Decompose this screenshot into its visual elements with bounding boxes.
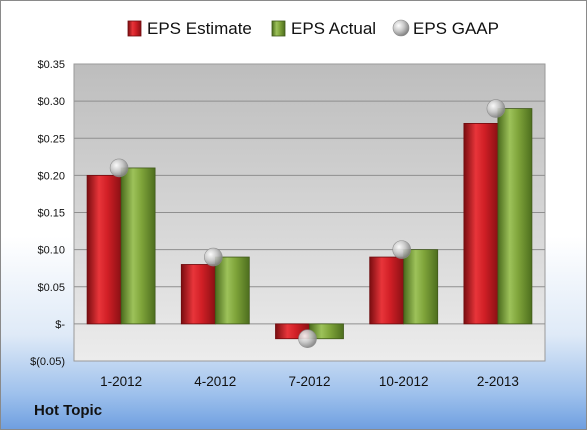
y-tick-label: $(0.05) bbox=[30, 356, 65, 368]
marker-eps-gaap bbox=[486, 99, 506, 118]
legend-swatch bbox=[271, 20, 286, 37]
y-tick-label: $0.30 bbox=[37, 96, 65, 108]
y-tick-label: $0.10 bbox=[37, 245, 65, 257]
bar-eps-estimate bbox=[369, 256, 405, 325]
y-tick-label: $0.25 bbox=[37, 133, 65, 145]
x-tick-label: 1-2012 bbox=[100, 374, 142, 389]
x-tick-label: 10-2012 bbox=[379, 374, 429, 389]
legend-label: EPS Estimate bbox=[147, 19, 252, 38]
y-tick-label: $0.35 bbox=[37, 59, 65, 71]
y-tick-label: $0.20 bbox=[37, 170, 65, 182]
legend-label: EPS GAAP bbox=[413, 19, 499, 38]
x-tick-label: 2-2013 bbox=[477, 374, 519, 389]
x-axis-ticks: 1-2012 4-2012 7-2012 10-2012 2-2013 bbox=[100, 374, 519, 389]
y-axis-ticks: $0.35 $0.30 $0.25 $0.20 $0.15 $0.10 $0.05 $- $(0… bbox=[30, 59, 65, 368]
bars bbox=[86, 108, 533, 340]
gaap-markers bbox=[109, 99, 506, 349]
legend-swatch bbox=[127, 20, 142, 37]
bar-eps-actual bbox=[403, 249, 439, 325]
bar-eps-actual bbox=[214, 256, 250, 325]
marker-eps-gaap bbox=[392, 240, 412, 259]
marker-eps-gaap bbox=[204, 247, 223, 267]
y-tick-label: $0.15 bbox=[37, 208, 65, 220]
legend-label: EPS Actual bbox=[291, 19, 376, 38]
bar-eps-actual bbox=[497, 108, 533, 325]
y-tick-label: $0.05 bbox=[37, 282, 65, 294]
marker-eps-gaap bbox=[298, 329, 317, 349]
legend-swatch bbox=[392, 19, 410, 37]
legend: EPS Estimate EPS Actual EPS GAAP bbox=[127, 19, 499, 38]
marker-eps-gaap bbox=[109, 158, 129, 178]
bar-eps-actual bbox=[120, 167, 156, 325]
bar-eps-estimate bbox=[86, 174, 122, 325]
x-tick-label: 4-2012 bbox=[194, 374, 236, 389]
x-tick-label: 7-2012 bbox=[288, 374, 330, 389]
bar-eps-estimate bbox=[180, 264, 216, 325]
y-tick-label: $- bbox=[55, 319, 65, 331]
company-name: Hot Topic bbox=[34, 402, 103, 419]
bar-eps-estimate bbox=[463, 123, 499, 325]
